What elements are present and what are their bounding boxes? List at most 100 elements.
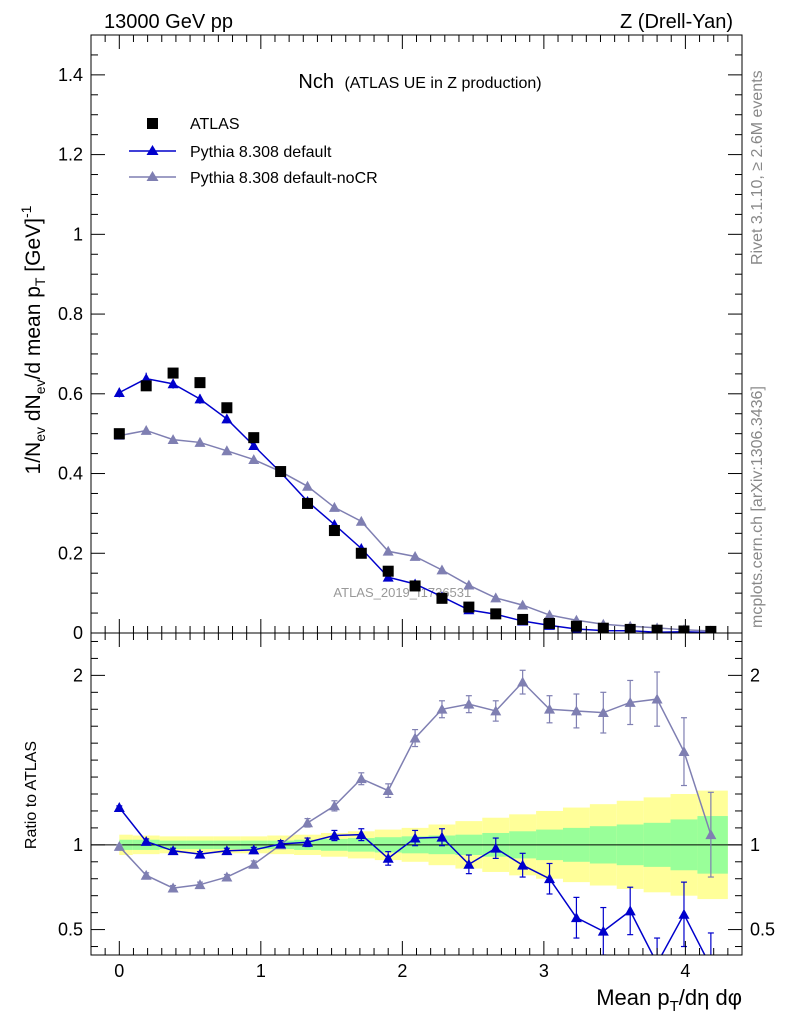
point-nocr: [517, 599, 529, 610]
point-default: [194, 393, 206, 404]
point-nocr: [544, 609, 556, 620]
ratio-point-default: [517, 859, 529, 870]
point-default: [221, 413, 233, 424]
ratio-point-nocr: [624, 696, 636, 707]
point-nocr: [382, 545, 394, 556]
point-atlas: [248, 432, 260, 444]
ratio-point-nocr: [382, 785, 394, 796]
point-atlas: [705, 625, 717, 633]
point-atlas: [113, 428, 125, 440]
ratio-point-default: [409, 832, 421, 843]
point-atlas: [355, 547, 367, 559]
ratio-point-nocr: [409, 732, 421, 743]
ratio-point-default: [113, 802, 125, 812]
ratio-point-default: [624, 905, 636, 916]
point-atlas: [597, 622, 609, 633]
rivet-label: Rivet 3.1.10, ≥ 2.6M events: [749, 70, 766, 265]
ratio-point-nocr: [221, 871, 233, 882]
point-atlas: [194, 377, 206, 389]
title-main: Nch: [298, 71, 334, 93]
point-nocr: [140, 424, 152, 435]
watermark: ATLAS_2019_I1736531: [333, 585, 471, 600]
point-nocr: [355, 515, 367, 526]
ratio-point-default: [140, 835, 152, 846]
ratio-point-nocr: [140, 869, 152, 880]
ratio-point-nocr: [705, 829, 717, 840]
point-atlas: [409, 580, 421, 592]
main-ylabel: 1/Nev dNev/d mean pT [GeV]-1: [18, 205, 48, 474]
ratio-ytick-label-right: 1: [750, 835, 760, 855]
ratio-ytick-label: 0.5: [58, 920, 83, 940]
ratio-point-default: [355, 829, 367, 840]
ratio-point-default: [328, 830, 340, 840]
point-atlas: [517, 613, 529, 625]
point-atlas: [624, 623, 636, 633]
ratio-point-default: [490, 842, 502, 853]
ratio-point-nocr: [248, 858, 260, 869]
ratio-point-nocr: [167, 882, 179, 893]
ratio-point-nocr: [570, 705, 582, 716]
ratio-point-default: [302, 836, 314, 847]
ytick-label: 0.4: [58, 464, 83, 484]
xtick-label: 1: [256, 961, 266, 981]
point-default: [167, 378, 179, 389]
ratio-ylabel: Ratio to ATLAS: [23, 741, 40, 849]
point-atlas: [382, 565, 394, 577]
point-nocr: [409, 550, 421, 561]
ratio-point-nocr: [517, 676, 529, 687]
ratio-point-nocr: [678, 746, 690, 757]
point-atlas: [544, 617, 556, 629]
header-left: 13000 GeV pp: [104, 11, 233, 33]
xlabel: Mean pT/dη dφ: [596, 985, 742, 1015]
point-atlas: [328, 525, 340, 537]
ratio-point-default: [382, 852, 394, 863]
point-default: [113, 387, 125, 398]
legend-label-atlas: ATLAS: [190, 116, 240, 133]
ratio-ytick-label: 2: [73, 665, 83, 685]
ratio-point-default: [275, 838, 287, 849]
ratio-point-nocr: [544, 703, 556, 714]
point-atlas: [678, 625, 690, 633]
point-nocr: [328, 501, 340, 512]
ratio-point-default: [221, 845, 233, 856]
ratio-point-nocr: [436, 703, 448, 714]
point-nocr: [463, 579, 475, 590]
ratio-point-nocr: [328, 800, 340, 811]
ratio-point-default: [248, 844, 260, 855]
ratio-point-nocr: [113, 841, 125, 851]
point-nocr: [221, 445, 233, 456]
legend: ATLAS Pythia 8.308 default Pythia 8.308 …: [129, 116, 378, 187]
ytick-label: 0.6: [58, 384, 83, 404]
title-sub: (ATLAS UE in Z production): [344, 75, 541, 92]
ratio-point-nocr: [355, 773, 367, 784]
ratio-point-default: [678, 908, 690, 919]
legend-label-nocr: Pythia 8.308 default-noCR: [190, 170, 378, 187]
xtick-label: 3: [539, 961, 549, 981]
point-nocr: [302, 480, 314, 491]
point-atlas: [570, 620, 582, 632]
ytick-label: 1: [73, 224, 83, 244]
ratio-point-default: [570, 912, 582, 923]
ytick-label: 1.4: [58, 65, 83, 85]
legend-marker-nocr: [146, 171, 159, 181]
ratio-point-default: [436, 831, 448, 842]
ratio-point-nocr: [302, 817, 314, 828]
ratio-ytick-label-right: 2: [750, 665, 760, 685]
point-nocr: [167, 434, 179, 445]
point-atlas: [140, 380, 152, 392]
legend-label-default: Pythia 8.308 default: [190, 144, 332, 161]
ratio-point-default: [463, 858, 475, 869]
main-plot-area: ATLAS_2019_I1736531: [113, 367, 717, 633]
point-atlas: [221, 402, 233, 414]
plot-title: Nch (ATLAS UE in Z production): [298, 71, 541, 93]
ratio-ytick-label-right: 0.5: [750, 920, 775, 940]
mcplots-label: mcplots.cern.ch [arXiv:1306.3436]: [749, 386, 766, 628]
point-nocr: [248, 454, 260, 464]
point-atlas: [275, 466, 287, 478]
ytick-label: 0.8: [58, 304, 83, 324]
ratio-point-default: [167, 845, 179, 856]
ratio-point-nocr: [194, 879, 206, 890]
xtick-label: 4: [680, 961, 690, 981]
